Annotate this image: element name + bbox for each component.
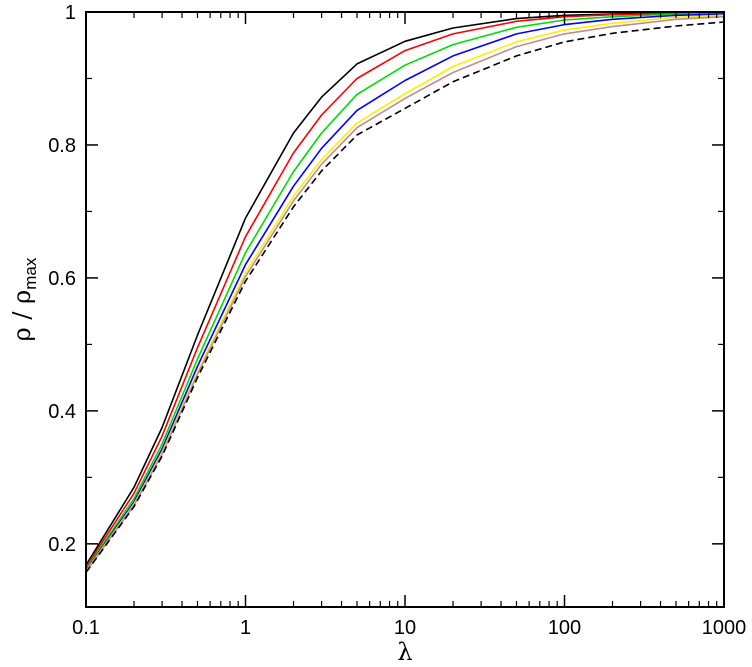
series-line-1 [85, 11, 725, 566]
series-line-5 [85, 14, 725, 572]
x-tick-label: 1 [240, 617, 251, 639]
series-line-2 [85, 11, 725, 568]
series-line-3 [85, 12, 725, 570]
x-axis-title: λ [397, 638, 412, 666]
y-axis-title-main: ρ / ρ [8, 290, 36, 342]
y-tick-label: 0.8 [48, 135, 76, 157]
svg-text:ρ / ρmax: ρ / ρmax [8, 257, 40, 341]
x-tick-label: 1000 [702, 617, 747, 639]
axis-ticks [85, 11, 725, 607]
series-line-4 [85, 13, 725, 571]
y-axis-title: ρ / ρmax [8, 257, 40, 341]
tick-labels: 0.1 1 10 100 1000 0.2 0.4 0.6 0.8 1 [48, 2, 746, 639]
x-tick-label: 10 [394, 617, 416, 639]
plot-frame [85, 11, 725, 608]
y-tick-label: 1 [65, 2, 76, 24]
series-layer [85, 11, 725, 573]
x-tick-label: 0.1 [72, 617, 100, 639]
y-tick-label: 0.4 [48, 401, 76, 423]
y-tick-label: 0.2 [48, 534, 76, 556]
x-tick-label: 100 [548, 617, 581, 639]
series-line-6 [85, 15, 725, 573]
y-tick-label: 0.6 [48, 268, 76, 290]
y-axis-title-subscript: max [21, 257, 40, 290]
series-line-7 [85, 21, 725, 573]
